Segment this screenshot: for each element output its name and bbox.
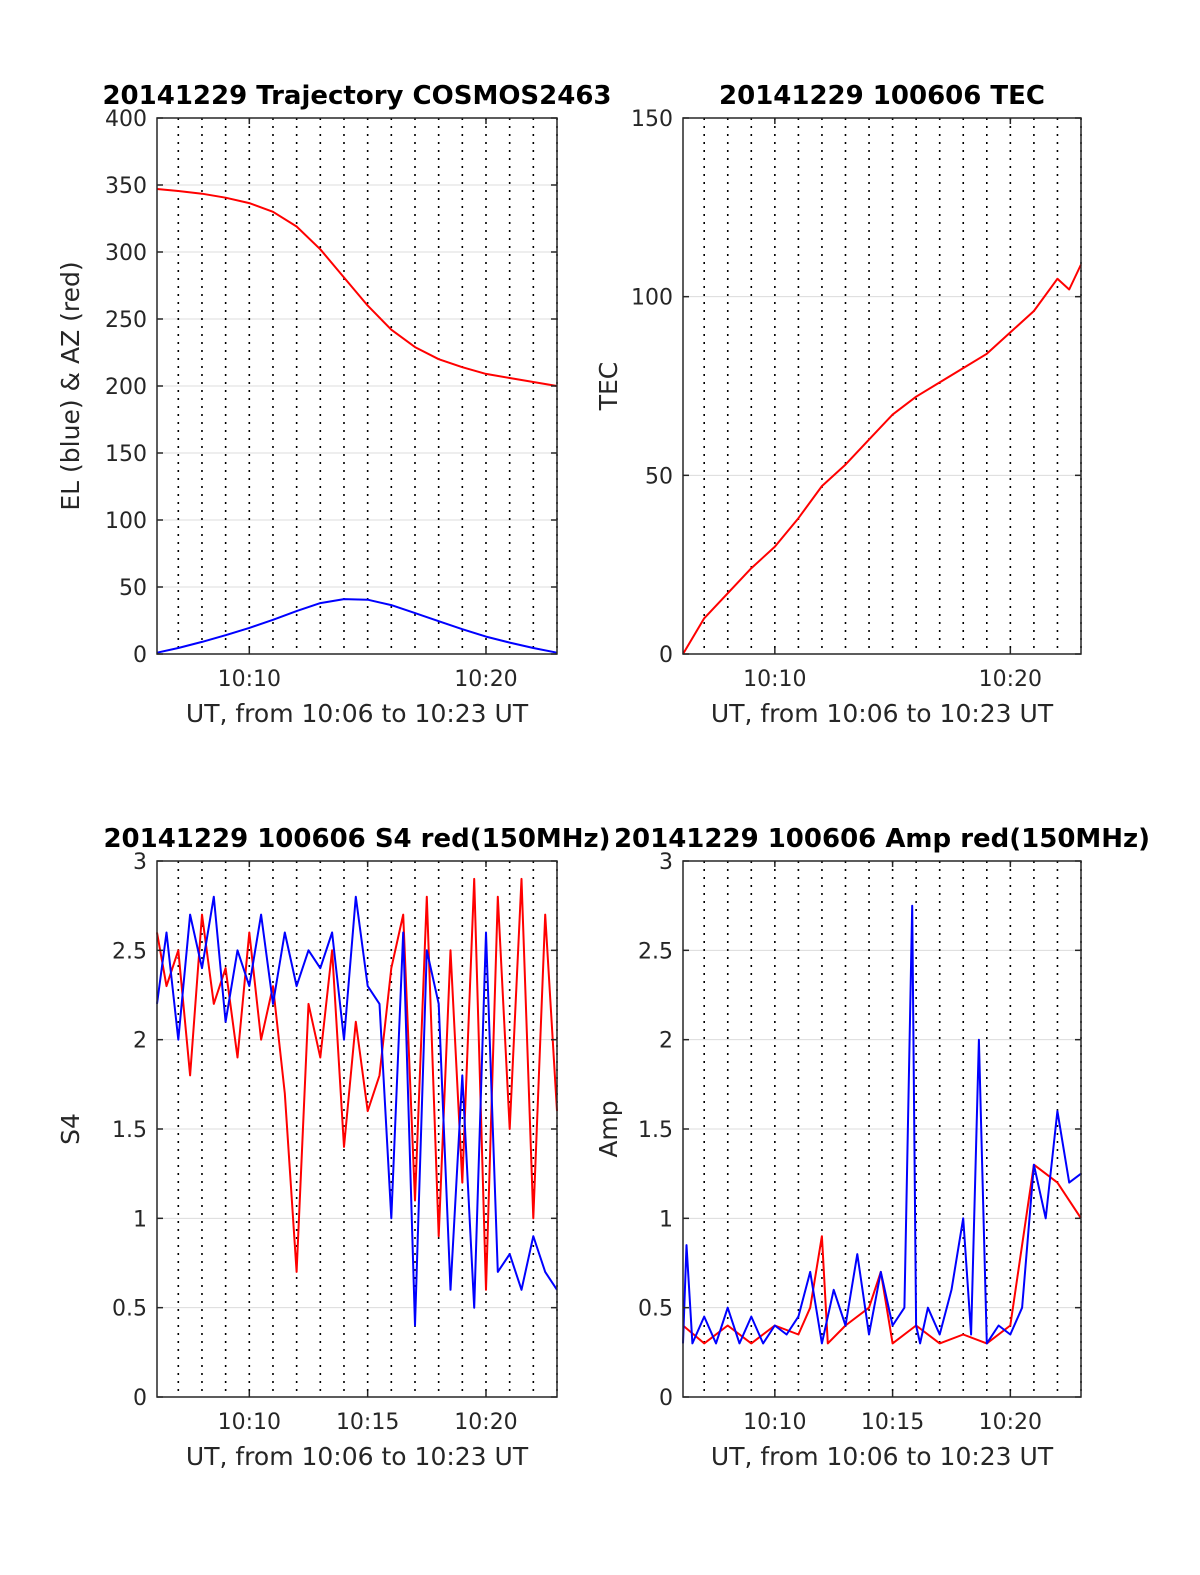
y-axis-label: S4 <box>56 1113 85 1145</box>
y-tick-label: 0 <box>133 1386 147 1411</box>
y-tick-label: 50 <box>119 576 147 601</box>
y-axis-label: TEC <box>594 362 623 412</box>
series-line-0 <box>682 264 1082 655</box>
y-tick-label: 1 <box>133 1207 147 1232</box>
chart-panel-amp: 0 0.5 1 1.5 2 2.5 3 10:10 10:15 10:20 UT, from 10:… <box>594 824 1150 1471</box>
y-tick-label: 3 <box>659 850 673 875</box>
y-axis-label: EL (blue) & AZ (red) <box>56 261 85 510</box>
x-tick-label: 10:20 <box>454 667 517 692</box>
series-line-1 <box>682 904 1082 1345</box>
y-tick-label: 1.5 <box>112 1118 147 1143</box>
y-tick-label: 300 <box>105 241 147 266</box>
y-tick-label: 0.5 <box>638 1297 673 1322</box>
x-axis-label: UT, from 10:06 to 10:23 UT <box>186 1442 529 1471</box>
y-tick-label: 350 <box>105 174 147 199</box>
y-tick-label: 200 <box>105 375 147 400</box>
x-tick-label: 10:20 <box>979 1410 1042 1435</box>
y-tick-label: 3 <box>133 850 147 875</box>
y-tick-label: 150 <box>105 442 147 467</box>
chart-title: 20141229 100606 TEC <box>719 81 1045 111</box>
chart-panel-trajectory: 0 50 100 150 200 250 300 350 400 10:10 10:20 UT, fr… <box>56 81 612 728</box>
x-tick-label: 10:10 <box>743 1410 806 1435</box>
chart-panel-tec: 0 50 100 150 10:10 10:20 UT, from 10:06 to 10:… <box>594 81 1082 728</box>
y-tick-label: 0 <box>659 1386 673 1411</box>
chart-title: 20141229 100606 Amp red(150MHz) <box>614 824 1150 854</box>
x-tick-label: 10:10 <box>218 667 281 692</box>
series-line-0 <box>156 188 558 387</box>
y-tick-label: 0 <box>659 643 673 668</box>
y-tick-label: 0.5 <box>112 1297 147 1322</box>
y-tick-label: 1 <box>659 1207 673 1232</box>
chart-panel-s4: 0 0.5 1 1.5 2 2.5 3 10:10 10:15 10:20 UT, from 10:… <box>56 824 611 1471</box>
x-tick-label: 10:10 <box>743 667 806 692</box>
chart-title: 20141229 Trajectory COSMOS2463 <box>102 81 611 111</box>
y-tick-label: 0 <box>133 643 147 668</box>
y-tick-label: 2 <box>133 1029 147 1054</box>
series-line-1 <box>156 895 558 1327</box>
x-axis-label: UT, from 10:06 to 10:23 UT <box>186 699 529 728</box>
y-axis-label: Amp <box>594 1100 623 1157</box>
chart-title: 20141229 100606 S4 red(150MHz) <box>103 824 610 854</box>
y-tick-label: 1.5 <box>638 1118 673 1143</box>
x-tick-label: 10:15 <box>336 1410 399 1435</box>
y-tick-label: 150 <box>631 107 673 132</box>
y-tick-label: 50 <box>645 464 673 489</box>
y-tick-label: 2.5 <box>112 939 147 964</box>
y-tick-label: 100 <box>631 286 673 311</box>
y-tick-label: 2 <box>659 1029 673 1054</box>
x-tick-label: 10:15 <box>861 1410 924 1435</box>
x-axis-label: UT, from 10:06 to 10:23 UT <box>711 699 1054 728</box>
x-tick-label: 10:10 <box>218 1410 281 1435</box>
y-tick-label: 2.5 <box>638 939 673 964</box>
x-tick-label: 10:20 <box>454 1410 517 1435</box>
y-tick-label: 250 <box>105 308 147 333</box>
y-tick-label: 400 <box>105 107 147 132</box>
y-tick-label: 100 <box>105 509 147 534</box>
x-axis-label: UT, from 10:06 to 10:23 UT <box>711 1442 1054 1471</box>
series-line-0 <box>682 1163 1082 1345</box>
x-tick-label: 10:20 <box>979 667 1042 692</box>
axes-box <box>682 117 1082 655</box>
series-line-1 <box>156 598 558 654</box>
